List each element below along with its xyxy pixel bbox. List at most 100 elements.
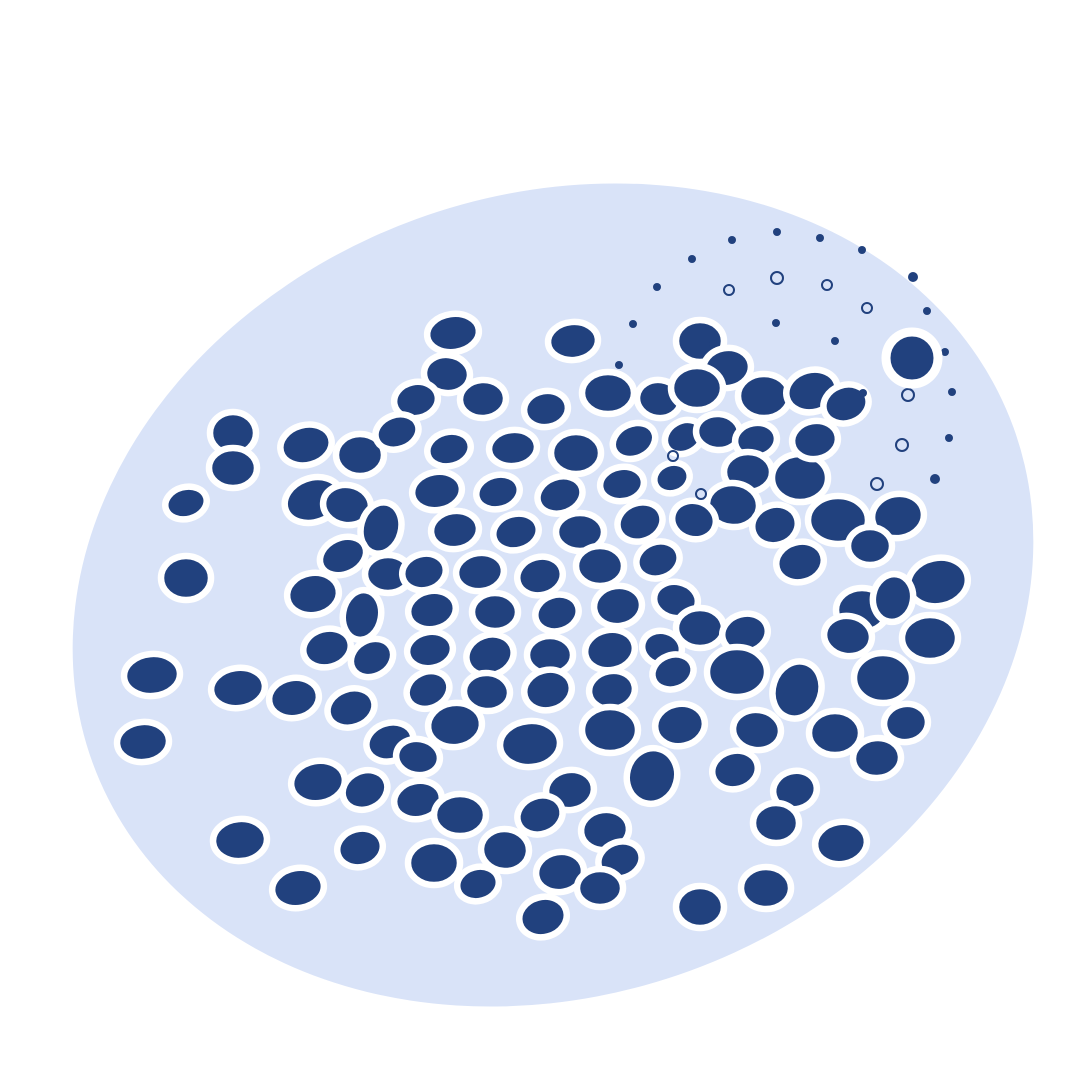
cell-oval [844,523,896,569]
cell-oval [880,700,932,746]
cell-oval [672,882,728,932]
small-dot [772,319,780,327]
cell-oval [424,699,486,751]
cell-oval [277,421,335,469]
cell-oval [403,628,457,672]
cell-oval [496,717,564,771]
cell-oval [850,649,916,707]
cell-oval [520,387,572,431]
ring-dot [861,302,873,314]
ring-dot [770,271,784,285]
cell-oval [324,685,378,731]
cell-oval [811,818,871,868]
cell-oval [120,650,184,700]
lone-ringed-circle [881,327,943,389]
cell-oval [427,507,483,553]
cell-oval [468,589,522,635]
cell-oval [490,510,542,554]
cell-oval [667,362,727,414]
cell-oval [749,799,803,847]
cell-oval [456,376,510,422]
small-dot [858,246,866,254]
cell-oval [788,417,842,463]
cell-oval [596,463,648,505]
cell-oval [162,483,210,523]
cell-oval [729,706,785,754]
cell-oval [708,747,762,793]
cell-oval [869,570,917,626]
small-dot [773,228,781,236]
cell-oval [390,378,442,422]
cell-oval [485,426,541,470]
small-dot [831,337,839,345]
small-dot [941,348,949,356]
cell-oval [668,497,720,543]
small-dot [709,340,717,348]
ring-dot [870,477,884,491]
cell-oval [477,825,533,875]
cell-oval [460,669,514,715]
cell-oval [283,569,343,619]
small-dot [629,320,637,328]
cell-oval [265,674,323,722]
cell-oval [651,700,709,750]
cell-oval [572,542,628,590]
cell-oval [769,658,825,722]
cell-oval [404,587,460,633]
cell-oval [420,351,474,397]
ring-dot [901,388,915,402]
cell-oval [703,643,771,701]
cell-oval [737,863,795,913]
cell-oval [157,552,215,604]
cell-oval [339,586,385,644]
cell-oval [113,718,173,766]
small-dot [688,255,696,263]
cell-oval [772,538,828,586]
cell-oval [578,368,638,418]
cell-oval [339,766,391,814]
cell-oval [534,473,586,517]
cell-oval [316,533,370,579]
cell-oval [520,666,576,714]
small-dot [728,236,736,244]
cell-oval [392,735,444,779]
small-dot [923,307,931,315]
small-dot [945,434,953,442]
ring-dot [667,450,679,462]
cell-oval [209,815,271,865]
cell-oval [590,582,646,630]
small-dot [615,361,623,369]
cell-oval [514,792,566,838]
cell-oval [578,703,642,757]
cell-oval [547,428,605,478]
cell-oval [452,549,508,595]
small-dots-group [615,228,956,484]
cell-oval [287,757,349,807]
small-dot [653,283,661,291]
ring-dot [895,438,909,452]
cell-oval [614,499,666,545]
cell-cluster-group [113,310,972,941]
cell-oval [734,370,794,422]
cell-oval [649,651,697,693]
cell-oval [347,635,397,681]
cell-oval [268,864,328,912]
small-dot [859,389,867,397]
cell-oval [390,777,446,823]
cell-oval [453,863,503,905]
small-dot [908,272,918,282]
cell-oval [515,893,571,941]
cell-oval [672,604,728,652]
ring-dot [723,284,735,296]
cell-oval [357,499,405,557]
cell-oval [573,865,627,911]
cell-oval [769,767,821,813]
cell-oval [332,430,388,480]
cell-oval [820,381,872,427]
cell-oval [532,591,582,635]
cell-oval [868,490,928,542]
small-dot [816,234,824,242]
cell-oval [205,444,261,492]
cell-oval [623,744,681,808]
